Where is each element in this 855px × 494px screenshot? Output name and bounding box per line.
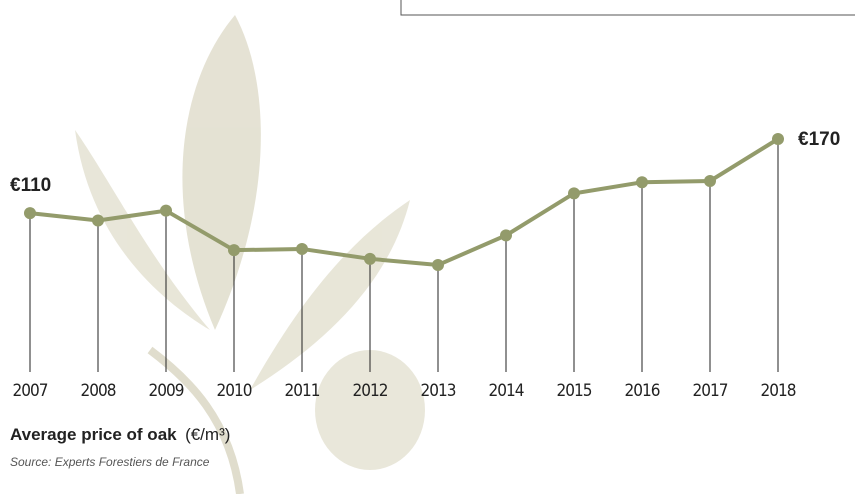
data-point <box>160 204 172 217</box>
chart-title: Average price of oak <box>10 425 177 444</box>
data-point <box>92 214 104 227</box>
x-tick-label: 2012 <box>353 381 388 401</box>
unit: (€/m³) <box>185 425 230 444</box>
x-tick-label: 2015 <box>557 381 592 401</box>
x-tick-label: 2013 <box>421 381 456 401</box>
data-point <box>568 187 580 200</box>
value-label: €110 <box>10 175 51 196</box>
data-point <box>296 242 308 255</box>
x-tick-label: 2008 <box>81 381 116 401</box>
x-tick-label: 2014 <box>489 381 524 401</box>
source: Source: Experts Forestiers de France <box>10 455 210 469</box>
x-tick-label: 2010 <box>217 381 252 401</box>
series-line <box>29 137 780 268</box>
value-label: €170 <box>798 129 840 150</box>
x-tick-label: 2016 <box>625 381 660 401</box>
leaf-illustration <box>75 15 425 494</box>
x-tick-label: 2017 <box>693 381 728 401</box>
x-tick-label: 2007 <box>13 381 48 401</box>
data-point <box>772 133 784 145</box>
x-tick-label: 2009 <box>149 381 184 401</box>
x-tick-label: 2018 <box>761 381 796 401</box>
data-point <box>500 229 512 242</box>
data-point <box>24 207 36 220</box>
x-tick-label: 2011 <box>285 381 320 401</box>
box-border <box>400 0 855 16</box>
data-point <box>432 259 444 271</box>
data-point <box>704 175 716 187</box>
data-point <box>228 244 240 257</box>
data-point <box>364 252 376 265</box>
chart-title-group: Average price of oak (€/m³) <box>10 425 230 444</box>
data-point <box>636 176 648 189</box>
